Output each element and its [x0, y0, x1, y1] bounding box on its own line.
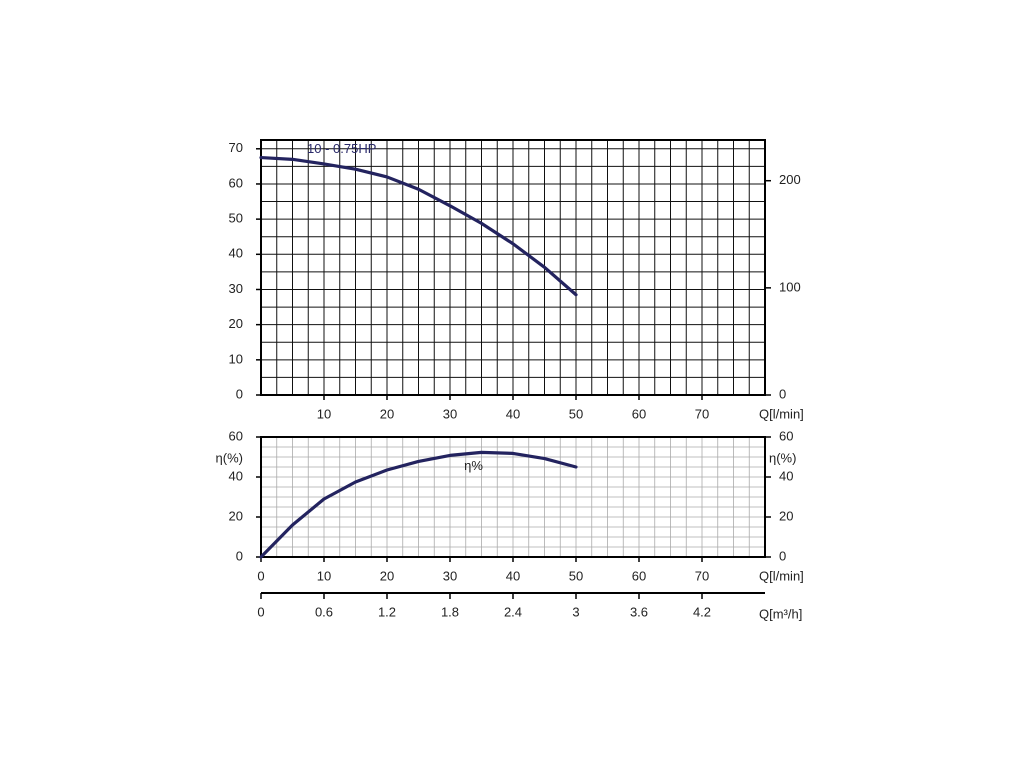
y-tick-label: 40 [229, 246, 243, 261]
x-tick-label: 30 [443, 568, 457, 583]
y2-tick-label: 60 [779, 428, 793, 443]
x2-tick-label: 2.4 [504, 604, 522, 619]
x-axis-label: Q[l/min] [759, 406, 804, 421]
y2-axis-label: η(%) [769, 450, 796, 465]
x-tick-label: 30 [443, 406, 457, 421]
y-tick-label: 40 [229, 468, 243, 483]
y2-tick-label: 200 [779, 172, 801, 187]
y2-tick-label: 20 [779, 508, 793, 523]
y-tick-label: 20 [229, 316, 243, 331]
curve [259, 155, 578, 297]
y-tick-label: 50 [229, 211, 243, 226]
x-tick-label: 10 [317, 406, 331, 421]
x2-axis-label: Q[m³/h] [759, 606, 802, 621]
y-axis-label: η(%) [216, 450, 243, 465]
y-tick-label: 60 [229, 175, 243, 190]
y-tick-label: 0 [236, 386, 243, 401]
x-axis-label: Q[l/min] [759, 568, 804, 583]
x-tick-label: 40 [506, 406, 520, 421]
x-tick-label: 50 [569, 568, 583, 583]
y-tick-label: 70 [229, 140, 243, 155]
x2-tick-label: 3 [572, 604, 579, 619]
y2-tick-label: 100 [779, 279, 801, 294]
y-tick-label: 60 [229, 428, 243, 443]
x-tick-label: 20 [380, 406, 394, 421]
x2-tick-label: 1.8 [441, 604, 459, 619]
x-tick-label: 10 [317, 568, 331, 583]
y2-tick-label: 40 [779, 468, 793, 483]
x2-tick-label: 4.2 [693, 604, 711, 619]
curve [259, 450, 578, 559]
y-tick-label: 30 [229, 281, 243, 296]
x-tick-label: 60 [632, 406, 646, 421]
x-tick-label: 20 [380, 568, 394, 583]
x2-tick-label: 0 [257, 604, 264, 619]
x-tick-label: 60 [632, 568, 646, 583]
y-tick-label: 0 [236, 548, 243, 563]
x-tick-label: 40 [506, 568, 520, 583]
x-tick-label: 0 [257, 568, 264, 583]
y-tick-label: 20 [229, 508, 243, 523]
y2-tick-label: 0 [779, 386, 786, 401]
x2-tick-label: 1.2 [378, 604, 396, 619]
x2-tick-label: 0.6 [315, 604, 333, 619]
x-tick-label: 70 [695, 568, 709, 583]
series-label: 10 - 0.75HP [307, 141, 376, 156]
y-tick-label: 10 [229, 351, 243, 366]
x2-tick-label: 3.6 [630, 604, 648, 619]
x-tick-label: 50 [569, 406, 583, 421]
x-tick-label: 70 [695, 406, 709, 421]
curve-annotation: η% [464, 458, 483, 473]
y2-tick-label: 0 [779, 548, 786, 563]
